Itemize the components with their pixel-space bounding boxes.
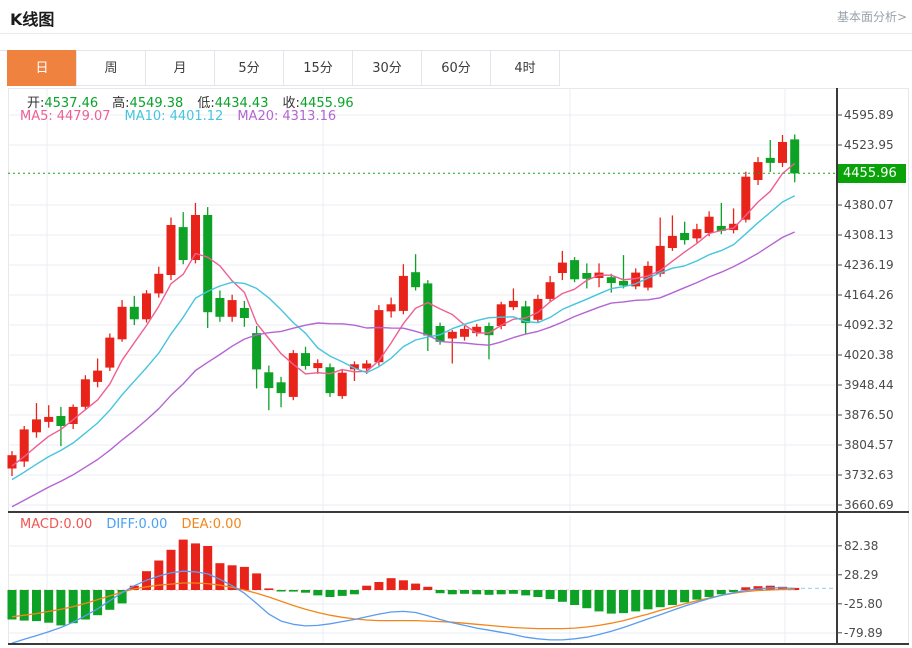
ma20-value: 4313.16 bbox=[282, 109, 337, 124]
y-tick-label: 4092.32 bbox=[844, 318, 894, 332]
diff-item: DIFF:0.00 bbox=[106, 517, 168, 532]
y-tick-label: 4020.38 bbox=[844, 348, 894, 362]
macd-legend: MACD:0.00 DIFF:0.00 DEA:0.00 bbox=[20, 517, 256, 532]
macd-histogram bbox=[7, 539, 800, 626]
period-tabs: 日 周 月 5分 15分 30分 60分 4时 bbox=[7, 50, 560, 86]
header-divider bbox=[0, 33, 912, 34]
y-tick-label: 4236.19 bbox=[844, 258, 894, 272]
y-tick-label: 4380.07 bbox=[844, 198, 894, 212]
tab-4hour[interactable]: 4时 bbox=[490, 50, 560, 86]
tab-month[interactable]: 月 bbox=[145, 50, 215, 86]
y-tick-label: 82.38 bbox=[844, 539, 878, 553]
ma10-legend: MA10: 4401.12 bbox=[124, 109, 224, 124]
macd-value: 0.00 bbox=[63, 517, 93, 532]
macd-zero-line bbox=[8, 587, 837, 591]
high-value: 4549.38 bbox=[129, 96, 184, 111]
page-title: K线图 bbox=[10, 10, 55, 29]
ma10-value: 4401.12 bbox=[169, 109, 224, 124]
y-tick-label: -25.80 bbox=[844, 597, 883, 611]
diff-value: 0.00 bbox=[138, 517, 168, 532]
high-label: 高: bbox=[112, 96, 130, 111]
y-tick-label: 3876.50 bbox=[844, 408, 894, 422]
current-price-tag: 4455.96 bbox=[838, 164, 906, 183]
diff-line bbox=[11, 570, 795, 644]
y-tick-label: 3948.44 bbox=[844, 378, 894, 392]
ma20-line bbox=[11, 231, 795, 508]
fundamental-analysis-link[interactable]: 基本面分析> bbox=[836, 10, 907, 24]
ma5-line bbox=[11, 162, 796, 467]
dea-line bbox=[11, 582, 795, 630]
tab-30min[interactable]: 30分 bbox=[352, 50, 422, 86]
candles-series bbox=[7, 134, 800, 477]
y-tick-label: 4164.26 bbox=[844, 288, 894, 302]
ma10-line bbox=[11, 195, 796, 481]
y-tick-label: 4308.13 bbox=[844, 228, 894, 242]
gridlines bbox=[8, 88, 837, 645]
chart-box bbox=[8, 88, 909, 645]
y-tick-label: 4595.89 bbox=[844, 108, 894, 122]
axes bbox=[8, 88, 909, 645]
y-tick-label: 3804.57 bbox=[844, 438, 894, 452]
axis-labels: 4595.89 4523.95 4380.07 4308.13 4236.19 4164.… bbox=[837, 108, 894, 640]
ma5-value: 4479.07 bbox=[56, 109, 111, 124]
dea-value: 0.00 bbox=[212, 517, 242, 532]
y-tick-label: -79.89 bbox=[844, 626, 883, 640]
y-tick-label: 3660.69 bbox=[844, 498, 894, 512]
tab-day[interactable]: 日 bbox=[7, 50, 77, 86]
low-value: 4434.43 bbox=[214, 96, 269, 111]
ohlc-legend: 开:4537.46 高:4549.38 低:4434.43 收:4455.96 bbox=[27, 92, 368, 111]
ma-legend: MA5: 4479.07 MA10: 4401.12 MA20: 4313.16 bbox=[20, 109, 350, 124]
tab-60min[interactable]: 60分 bbox=[421, 50, 491, 86]
open-label: 开: bbox=[27, 96, 45, 111]
open-value: 4537.46 bbox=[44, 96, 99, 111]
tab-5min[interactable]: 5分 bbox=[214, 50, 284, 86]
close-label: 收: bbox=[282, 96, 300, 111]
y-tick-label: 4523.95 bbox=[844, 138, 894, 152]
macd-item: MACD:0.00 bbox=[20, 517, 93, 532]
tab-15min[interactable]: 15分 bbox=[283, 50, 353, 86]
ma20-legend: MA20: 4313.16 bbox=[237, 109, 337, 124]
y-tick-label: 3732.63 bbox=[844, 468, 894, 482]
ma5-legend: MA5: 4479.07 bbox=[20, 109, 111, 124]
low-label: 低: bbox=[197, 96, 215, 111]
dea-item: DEA:0.00 bbox=[181, 517, 242, 532]
y-tick-label: 28.29 bbox=[844, 568, 878, 582]
close-value: 4455.96 bbox=[299, 96, 354, 111]
